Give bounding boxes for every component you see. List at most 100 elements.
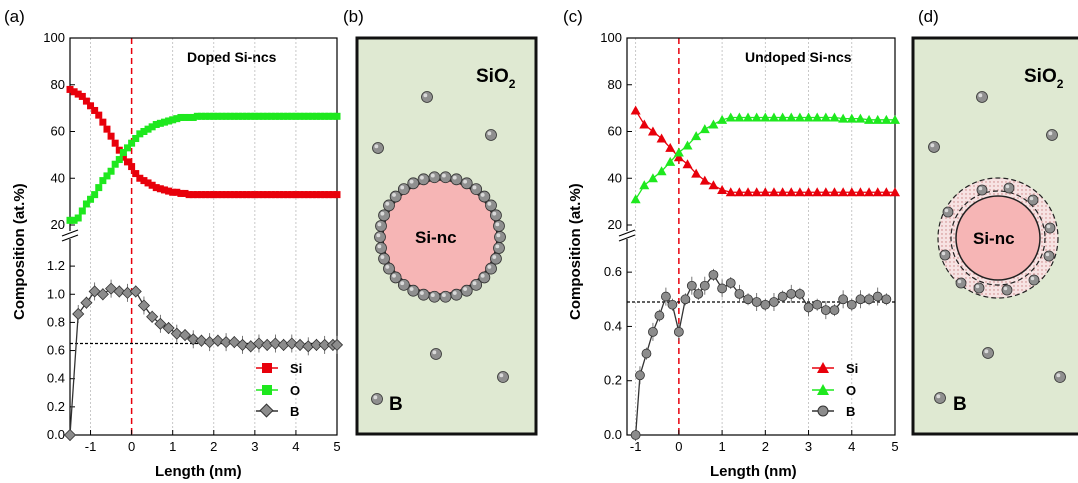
data-point-b-c (648, 326, 658, 337)
x-tick-label-a: 3 (251, 439, 258, 454)
dopant-label-d: B (953, 394, 967, 415)
axis-break-mark-c (618, 229, 636, 237)
data-point-o-a (177, 113, 185, 121)
data-point-si-a (251, 191, 259, 199)
x-tick-label-c: 4 (848, 439, 855, 454)
data-point-b-c (846, 299, 857, 310)
dopant-atom-b (389, 271, 402, 284)
data-point-si-a (288, 191, 296, 199)
dopant-atom-d (1046, 129, 1058, 141)
data-point-si-a (317, 191, 325, 199)
data-point-si-a (156, 185, 164, 193)
data-point-b-c (680, 294, 691, 305)
dopant-atom-b (374, 231, 386, 243)
axis-break-mark-a (61, 229, 79, 237)
data-point-o-a (239, 112, 247, 120)
data-point-si-a (124, 158, 132, 166)
data-point-si-a (304, 191, 312, 199)
data-point-o-c (699, 124, 710, 134)
data-point-si-c (803, 187, 814, 197)
legend-b-marker-c (817, 405, 829, 417)
core-label-d: Si-nc (973, 229, 1015, 248)
legend-b-label-a: B (290, 404, 299, 419)
data-point-o-c (829, 112, 840, 122)
data-point-b-a (63, 428, 77, 442)
data-point-si-c (760, 187, 771, 197)
data-point-si-a (325, 191, 333, 199)
data-point-si-c (734, 187, 745, 197)
data-point-si-a (218, 191, 226, 199)
dopant-atom-b (478, 271, 491, 284)
dopant-atom-b (407, 284, 420, 297)
dopant-atom-b (417, 288, 430, 301)
data-point-si-c (647, 126, 658, 136)
data-point-si-a (321, 191, 329, 199)
data-point-si-a (128, 163, 136, 171)
data-point-si-c (855, 187, 866, 197)
data-point-si-a (214, 191, 222, 199)
data-point-o-c (656, 166, 667, 176)
y-tick-label-lower-a: 1.2 (47, 258, 65, 273)
dopant-atom-d (939, 249, 951, 261)
data-point-b-c (812, 299, 823, 310)
data-point-o-a (210, 112, 218, 120)
data-point-si-c (786, 187, 797, 197)
data-point-si-a (66, 85, 74, 93)
data-point-o-a (271, 112, 279, 120)
data-point-si-c (691, 168, 702, 178)
dopant-atom-b (470, 183, 483, 196)
data-point-o-c (768, 112, 779, 122)
data-point-o-a (165, 117, 173, 125)
dopant-atom-d (955, 277, 967, 289)
data-point-si-a (267, 191, 275, 199)
data-point-o-c (673, 147, 684, 157)
y-tick-label-upper-c: 100 (600, 30, 622, 45)
data-point-o-a (251, 112, 259, 120)
data-point-o-c (786, 112, 797, 122)
data-point-si-c (838, 187, 849, 197)
data-point-b-c (769, 297, 779, 307)
data-point-b-c (795, 288, 805, 299)
data-point-o-a (230, 112, 238, 120)
data-point-o-a (222, 112, 230, 120)
dopant-atom-b (493, 242, 505, 254)
dopant-atom-d (976, 184, 988, 196)
x-tick-label-a: 1 (169, 439, 176, 454)
data-point-b-c (693, 288, 704, 299)
data-point-b-a (154, 317, 167, 330)
data-point-b-c (686, 280, 697, 291)
data-point-si-a (185, 191, 193, 199)
data-point-b-c (743, 294, 753, 305)
y-tick-label-upper-a: 80 (51, 77, 65, 92)
dopant-atom-d (982, 347, 994, 359)
data-point-o-a (300, 112, 308, 120)
dopant-atom-d (1043, 250, 1055, 262)
data-point-o-c (734, 112, 745, 122)
dopant-atom-b (371, 393, 383, 405)
data-point-o-a (280, 112, 288, 120)
data-point-si-c (890, 187, 900, 197)
data-point-si-a (107, 132, 115, 140)
axis-break-mark-c (618, 234, 636, 242)
legend-si-marker-a (262, 363, 272, 373)
si-nc-core-d (955, 195, 1041, 281)
dopant-atom-d (928, 141, 940, 153)
data-point-b-a (220, 336, 233, 349)
dopant-atom-b (375, 220, 387, 232)
dopant-atom-b (485, 129, 497, 141)
data-point-o-a (136, 130, 144, 138)
data-point-si-a (152, 184, 160, 192)
data-point-o-a (111, 160, 119, 168)
data-point-si-a (144, 179, 152, 187)
data-point-si-a (230, 191, 238, 199)
data-point-si-c (777, 187, 788, 197)
data-point-o-a (267, 112, 275, 120)
data-point-o-c (872, 114, 883, 124)
data-point-b-c (820, 305, 831, 316)
data-point-si-a (148, 181, 156, 189)
data-point-b-a (211, 334, 224, 347)
data-point-o-a (321, 112, 329, 120)
data-point-si-a (329, 191, 337, 199)
data-point-si-c (682, 159, 693, 169)
chart-title-a: Doped Si-ncs (187, 49, 277, 65)
